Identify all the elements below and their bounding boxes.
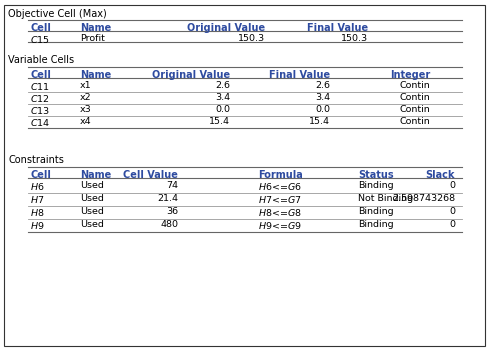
Text: Status: Status bbox=[358, 170, 393, 180]
Text: Name: Name bbox=[80, 70, 111, 80]
Text: Constraints: Constraints bbox=[8, 155, 64, 165]
Text: x4: x4 bbox=[80, 117, 92, 126]
Text: 0.0: 0.0 bbox=[315, 105, 330, 114]
Text: $H$7<=$G$7: $H$7<=$G$7 bbox=[258, 194, 302, 205]
Text: Used: Used bbox=[80, 207, 104, 216]
Text: 15.4: 15.4 bbox=[309, 117, 330, 126]
Text: 36: 36 bbox=[166, 207, 178, 216]
Text: $H$7: $H$7 bbox=[30, 194, 45, 205]
Text: 21.4: 21.4 bbox=[157, 194, 178, 203]
Text: Cell: Cell bbox=[30, 70, 51, 80]
Text: Slack: Slack bbox=[425, 170, 455, 180]
Text: Cell: Cell bbox=[30, 23, 51, 33]
Text: Used: Used bbox=[80, 181, 104, 190]
Text: $H$9: $H$9 bbox=[30, 220, 45, 231]
Text: Cell Value: Cell Value bbox=[123, 170, 178, 180]
Text: $C$12: $C$12 bbox=[30, 93, 50, 104]
Text: Contin: Contin bbox=[399, 105, 430, 114]
Text: 15.4: 15.4 bbox=[209, 117, 230, 126]
Text: Objective Cell (Max): Objective Cell (Max) bbox=[8, 9, 107, 19]
Text: $C$14: $C$14 bbox=[30, 117, 50, 128]
Text: 0.0: 0.0 bbox=[215, 105, 230, 114]
Text: Original Value: Original Value bbox=[187, 23, 265, 33]
Text: $H$9<=$G$9: $H$9<=$G$9 bbox=[258, 220, 302, 231]
Text: 150.3: 150.3 bbox=[341, 34, 368, 43]
Text: $H$6<=$G$6: $H$6<=$G$6 bbox=[258, 181, 302, 192]
Text: 150.3: 150.3 bbox=[238, 34, 265, 43]
FancyBboxPatch shape bbox=[4, 5, 485, 346]
Text: 3.4: 3.4 bbox=[215, 93, 230, 102]
Text: 0: 0 bbox=[449, 207, 455, 216]
Text: 480: 480 bbox=[160, 220, 178, 229]
Text: $C$11: $C$11 bbox=[30, 81, 50, 92]
Text: Final Value: Final Value bbox=[307, 23, 368, 33]
Text: $H$8<=$G$8: $H$8<=$G$8 bbox=[258, 207, 302, 218]
Text: Binding: Binding bbox=[358, 181, 393, 190]
Text: Contin: Contin bbox=[399, 93, 430, 102]
Text: Profit: Profit bbox=[80, 34, 105, 43]
Text: Binding: Binding bbox=[358, 207, 393, 216]
Text: Final Value: Final Value bbox=[269, 70, 330, 80]
Text: 2.6: 2.6 bbox=[215, 81, 230, 90]
Text: x1: x1 bbox=[80, 81, 92, 90]
Text: Contin: Contin bbox=[399, 117, 430, 126]
Text: $H$6: $H$6 bbox=[30, 181, 45, 192]
Text: $H$8: $H$8 bbox=[30, 207, 45, 218]
Text: Original Value: Original Value bbox=[152, 70, 230, 80]
Text: Binding: Binding bbox=[358, 220, 393, 229]
Text: x3: x3 bbox=[80, 105, 92, 114]
Text: Cell: Cell bbox=[30, 170, 51, 180]
Text: Used: Used bbox=[80, 220, 104, 229]
Text: Not Binding: Not Binding bbox=[358, 194, 413, 203]
Text: 3.4: 3.4 bbox=[315, 93, 330, 102]
Text: Formula: Formula bbox=[258, 170, 303, 180]
Text: 0: 0 bbox=[449, 220, 455, 229]
Text: Name: Name bbox=[80, 170, 111, 180]
Text: 74: 74 bbox=[166, 181, 178, 190]
Text: 2.6: 2.6 bbox=[315, 81, 330, 90]
Text: 0: 0 bbox=[449, 181, 455, 190]
Text: $C$13: $C$13 bbox=[30, 105, 50, 116]
Text: Used: Used bbox=[80, 194, 104, 203]
Text: Name: Name bbox=[80, 23, 111, 33]
Text: x2: x2 bbox=[80, 93, 92, 102]
Text: Variable Cells: Variable Cells bbox=[8, 55, 74, 65]
Text: Contin: Contin bbox=[399, 81, 430, 90]
Text: $C$15: $C$15 bbox=[30, 34, 50, 45]
Text: 2.598743268: 2.598743268 bbox=[392, 194, 455, 203]
Text: Integer: Integer bbox=[390, 70, 430, 80]
